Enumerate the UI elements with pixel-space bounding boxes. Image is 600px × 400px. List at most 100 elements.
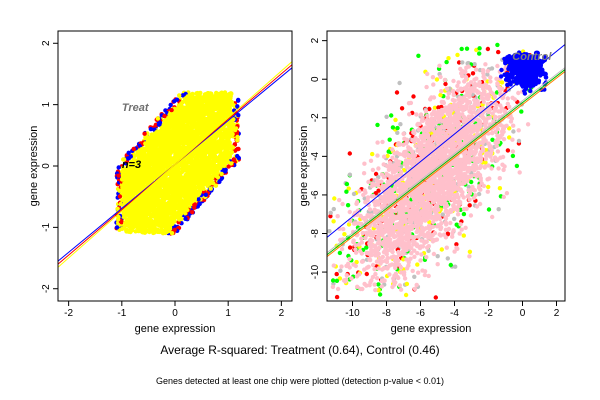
- data-point: [130, 221, 135, 226]
- data-point: [377, 292, 383, 297]
- data-point: [464, 46, 470, 51]
- data-point: [373, 171, 379, 177]
- right-points: [327, 42, 549, 300]
- data-point: [219, 138, 225, 143]
- data-point: [422, 272, 428, 278]
- data-point: [213, 164, 218, 169]
- data-point: [182, 168, 187, 173]
- data-point: [334, 278, 340, 283]
- data-point: [153, 143, 158, 148]
- data-point: [135, 222, 141, 228]
- data-point: [164, 180, 169, 185]
- data-point: [185, 115, 190, 120]
- data-point: [393, 117, 398, 123]
- data-point: [206, 124, 212, 129]
- data-point: [347, 245, 353, 250]
- data-point: [183, 216, 188, 221]
- data-point: [155, 183, 160, 188]
- data-point: [169, 107, 174, 113]
- data-point: [224, 148, 230, 153]
- data-point: [140, 223, 146, 229]
- data-point: [208, 186, 213, 191]
- data-point: [490, 137, 495, 142]
- data-point: [149, 137, 154, 142]
- data-point: [143, 135, 148, 140]
- data-point: [212, 138, 217, 143]
- data-point: [345, 203, 351, 208]
- data-point: [199, 99, 204, 104]
- y-tick-label: 0: [41, 163, 52, 169]
- data-point: [335, 286, 341, 292]
- data-point: [185, 101, 190, 106]
- data-point: [218, 163, 223, 169]
- data-point: [160, 137, 165, 143]
- data-point: [146, 155, 152, 160]
- data-point: [403, 292, 409, 298]
- data-point: [510, 153, 516, 159]
- data-point: [197, 201, 202, 207]
- data-point: [334, 294, 340, 300]
- data-point: [157, 120, 163, 126]
- y-tick-label: -2: [41, 284, 52, 293]
- data-point: [516, 138, 522, 144]
- data-point: [190, 199, 195, 204]
- data-point: [444, 59, 449, 65]
- data-point: [205, 145, 211, 150]
- data-point: [124, 210, 129, 215]
- data-point: [144, 205, 149, 211]
- data-point: [469, 179, 474, 185]
- data-point: [445, 231, 450, 236]
- data-point: [216, 132, 222, 137]
- data-point: [161, 200, 166, 206]
- data-point: [157, 205, 163, 210]
- data-point: [160, 223, 165, 229]
- x-tick-label: -2: [64, 308, 73, 319]
- data-point: [199, 95, 205, 100]
- data-point: [338, 268, 343, 273]
- data-point: [206, 97, 212, 103]
- data-point: [364, 245, 369, 250]
- y-tick-label: 2: [41, 40, 52, 46]
- data-point: [439, 247, 444, 252]
- data-point: [225, 102, 231, 108]
- data-point: [162, 230, 168, 236]
- data-point: [136, 204, 141, 209]
- data-point: [170, 182, 176, 188]
- data-point: [389, 113, 394, 118]
- data-point: [140, 213, 145, 218]
- data-point: [116, 173, 121, 178]
- data-point: [168, 200, 174, 205]
- data-point: [135, 208, 140, 213]
- data-point: [206, 139, 212, 144]
- data-point: [404, 281, 410, 287]
- data-point: [175, 150, 181, 155]
- data-point: [328, 210, 333, 215]
- data-point: [456, 80, 461, 85]
- right-scatter-plot: -10 -8 -6 -4 -2 0 2 -10-8-6-4-202 Control gene…: [298, 30, 566, 335]
- data-point: [197, 113, 202, 119]
- data-point: [152, 190, 157, 196]
- data-point: [387, 137, 392, 142]
- data-point: [171, 213, 177, 219]
- left-fit-lines: [58, 61, 292, 268]
- data-point: [434, 77, 440, 82]
- data-point: [192, 188, 197, 193]
- data-point: [145, 172, 150, 177]
- data-point: [190, 166, 195, 171]
- data-point: [157, 169, 162, 174]
- data-point: [445, 256, 450, 261]
- data-point: [125, 164, 131, 170]
- data-point: [147, 180, 153, 185]
- data-point: [130, 174, 136, 179]
- data-point: [182, 119, 188, 124]
- data-point: [220, 110, 225, 115]
- data-point: [236, 113, 241, 118]
- data-point: [507, 135, 512, 140]
- data-point: [165, 188, 171, 194]
- data-point: [382, 154, 387, 159]
- data-point: [467, 203, 472, 208]
- data-point: [190, 183, 195, 188]
- data-point: [178, 115, 183, 121]
- left-points: [114, 90, 241, 236]
